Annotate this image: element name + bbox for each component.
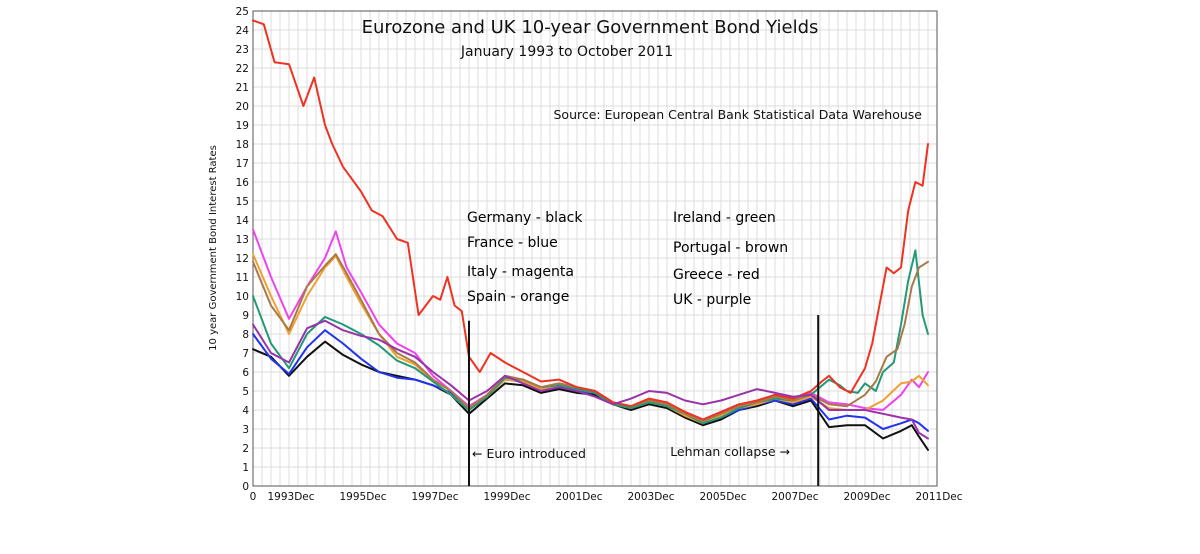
y-tick-label: 3: [242, 424, 249, 436]
x-tick-label: 1995Dec: [339, 491, 386, 503]
legend-germany: Germany - black: [467, 210, 583, 226]
legend-spain: Spain - orange: [467, 289, 569, 305]
y-tick-label: 23: [236, 44, 249, 56]
y-tick-label: 12: [236, 253, 249, 265]
y-tick-label: 5: [242, 386, 249, 398]
x-tick-label: 2011Dec: [915, 491, 962, 503]
y-axis-label: 10 year Government Bond Interest Rates: [208, 145, 219, 351]
series-layer: [252, 19, 929, 451]
y-tick-label: 7: [242, 348, 249, 360]
x-tick-label: 2009Dec: [843, 491, 890, 503]
event-markers: [468, 315, 820, 486]
plot-frame: [252, 10, 938, 487]
legend-portugal: Portugal - brown: [673, 240, 788, 256]
y-tick-label: 18: [236, 139, 249, 151]
legend-france: France - blue: [467, 235, 558, 251]
y-tick-label: 22: [236, 63, 249, 75]
y-tick-label: 9: [242, 310, 249, 322]
y-tick-label: 4: [242, 405, 249, 417]
grid: [252, 10, 938, 487]
legend-ireland: Ireland - green: [673, 210, 776, 226]
source-note: Source: European Central Bank Statistica…: [553, 107, 922, 122]
y-tick-label: 2: [242, 443, 249, 455]
y-tick-label: 0: [242, 481, 249, 493]
x-tick-label: 2007Dec: [771, 491, 818, 503]
annotation-lehman-collapse: Lehman collapse →: [670, 444, 790, 459]
series-line-ireland: [252, 249, 929, 425]
y-tick-label: 11: [236, 272, 249, 284]
x-tick-label: 2005Dec: [699, 491, 746, 503]
legend-uk: UK - purple: [673, 292, 751, 308]
x-tick-label: 1997Dec: [411, 491, 458, 503]
y-tick-label: 10: [236, 291, 249, 303]
legend-italy: Italy - magenta: [467, 264, 574, 280]
annotation-euro-introduced: ← Euro introduced: [472, 446, 586, 461]
x-tick-label: 1993Dec: [267, 491, 314, 503]
x-tick-label: 2003Dec: [627, 491, 674, 503]
x-tick-label: 0: [250, 491, 257, 503]
y-tick-label: 1: [242, 462, 249, 474]
x-tick-label: 2001Dec: [555, 491, 602, 503]
x-tick-label: 1999Dec: [483, 491, 530, 503]
y-tick-label: 20: [236, 101, 249, 113]
axes: 0123456789101112131415161718192021222324…: [236, 6, 963, 503]
series-line-uk: [252, 319, 929, 440]
y-tick-label: 13: [236, 234, 249, 246]
y-tick-label: 24: [236, 25, 250, 37]
y-tick-label: 15: [236, 196, 249, 208]
y-tick-label: 8: [242, 329, 249, 341]
series-line-greece: [252, 19, 929, 421]
y-tick-label: 17: [236, 158, 249, 170]
y-tick-label: 21: [236, 82, 249, 94]
legend-greece: Greece - red: [673, 267, 760, 283]
y-tick-label: 14: [236, 215, 250, 227]
y-tick-label: 19: [236, 120, 249, 132]
legend: Germany - black France - blue Italy - ma…: [467, 210, 788, 308]
y-tick-label: 25: [236, 6, 249, 18]
chart-subtitle: January 1993 to October 2011: [460, 44, 673, 60]
y-tick-label: 6: [242, 367, 249, 379]
chart-title: Eurozone and UK 10-year Government Bond …: [362, 17, 819, 38]
y-tick-label: 16: [236, 177, 250, 189]
